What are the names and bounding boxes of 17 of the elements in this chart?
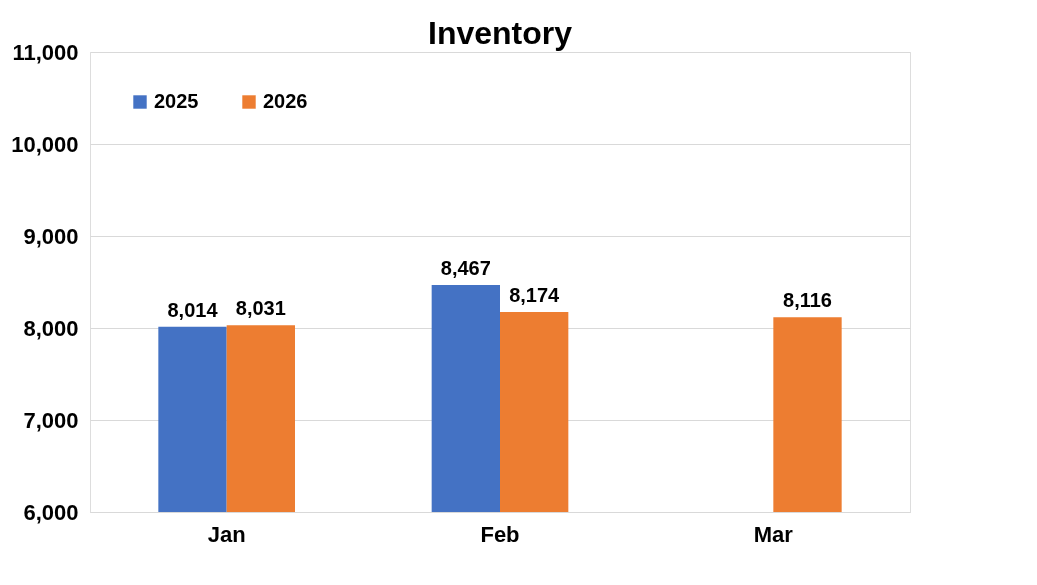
x-tick-label: Jan — [207, 521, 246, 547]
y-tick-label: 6,000 — [23, 499, 79, 525]
y-tick-label: 10,000 — [11, 131, 79, 157]
legend-label: 2026 — [263, 90, 308, 112]
chart-title: Inventory — [427, 15, 573, 51]
data-label: 8,031 — [235, 297, 286, 320]
data-label: 8,174 — [509, 283, 561, 306]
y-tick-label: 8,000 — [23, 315, 79, 341]
y-tick-label: 11,000 — [12, 39, 79, 65]
x-tick-label: Mar — [753, 521, 794, 547]
y-tick-label: 9,000 — [23, 223, 79, 249]
data-label: 8,467 — [440, 257, 491, 280]
x-tick-label: Feb — [480, 521, 520, 547]
y-tick-label: 7,000 — [23, 407, 79, 433]
legend-label: 2025 — [154, 90, 199, 112]
data-label: 8,116 — [783, 289, 832, 312]
data-label: 8,014 — [167, 298, 219, 321]
